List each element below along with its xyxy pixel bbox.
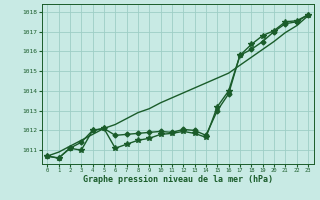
X-axis label: Graphe pression niveau de la mer (hPa): Graphe pression niveau de la mer (hPa) xyxy=(83,175,273,184)
